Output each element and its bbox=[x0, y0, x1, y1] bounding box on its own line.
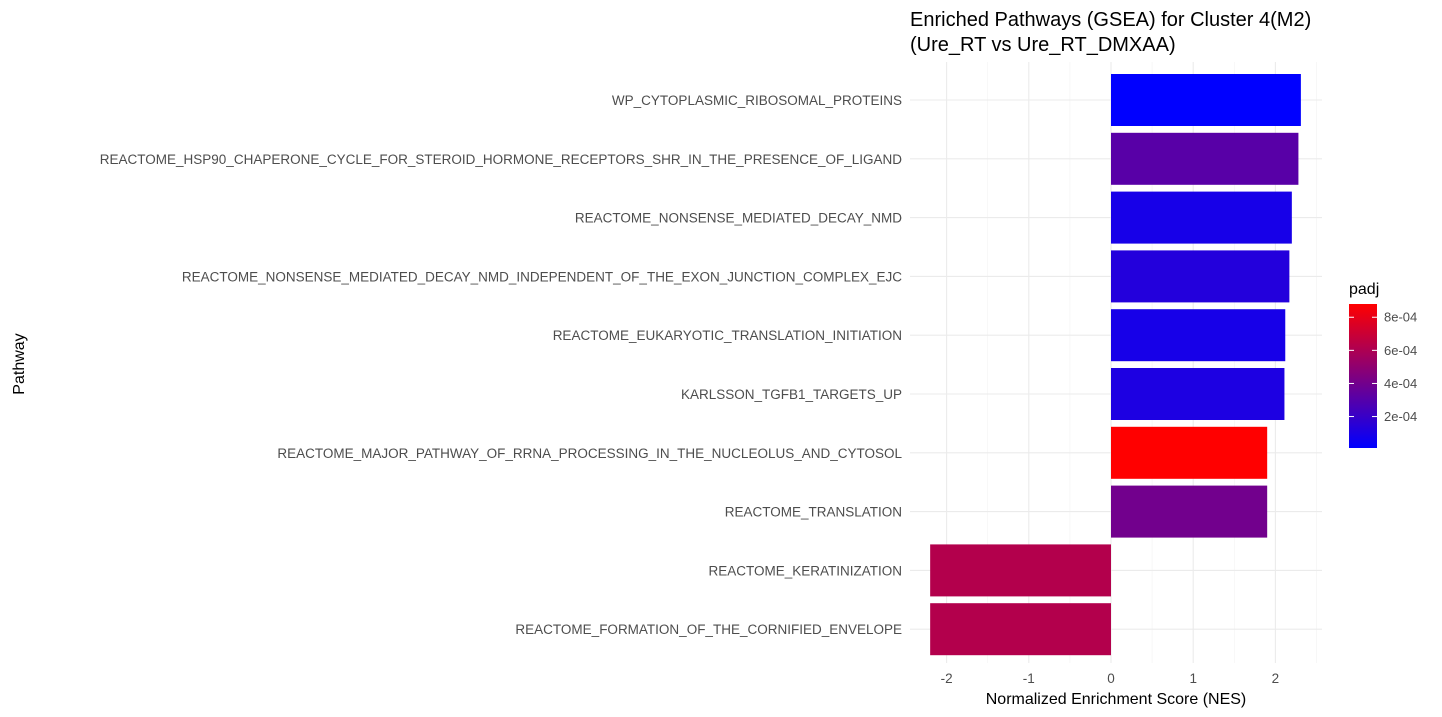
bar bbox=[1111, 426, 1268, 479]
legend-title: padj bbox=[1349, 281, 1379, 298]
bar bbox=[1111, 368, 1285, 420]
x-axis-title: Normalized Enrichment Score (NES) bbox=[986, 691, 1247, 708]
legend: padj 2e-04 4e-04 6e-04 8e-04 bbox=[1349, 281, 1417, 448]
bar bbox=[1111, 309, 1286, 362]
bar bbox=[1111, 250, 1290, 303]
x-tick-label: 1 bbox=[1189, 671, 1197, 686]
y-axis-title: Pathway bbox=[11, 333, 28, 394]
y-tick-label: REACTOME_KERATINIZATION bbox=[708, 563, 902, 578]
legend-colorbar bbox=[1349, 304, 1377, 448]
legend-tick-label: 4e-04 bbox=[1384, 376, 1417, 391]
y-tick-labels: WP_CYTOPLASMIC_RIBOSOMAL_PROTEINS REACTOM… bbox=[100, 93, 903, 637]
y-tick-label: WP_CYTOPLASMIC_RIBOSOMAL_PROTEINS bbox=[612, 93, 902, 108]
bar-layer bbox=[930, 74, 1301, 656]
x-tick-label: 0 bbox=[1107, 671, 1115, 686]
y-tick-label: KARLSSON_TGFB1_TARGETS_UP bbox=[681, 387, 902, 402]
bar bbox=[1111, 191, 1292, 244]
bar bbox=[930, 603, 1111, 656]
chart-title-line-1: Enriched Pathways (GSEA) for Cluster 4(M… bbox=[910, 9, 1311, 31]
y-tick-label: REACTOME_EUKARYOTIC_TRANSLATION_INITIATI… bbox=[553, 328, 902, 343]
y-tick-label: REACTOME_FORMATION_OF_THE_CORNIFIED_ENVE… bbox=[515, 622, 902, 637]
y-tick-label: REACTOME_NONSENSE_MEDIATED_DECAY_NMD bbox=[575, 211, 902, 226]
x-tick-label: -2 bbox=[941, 671, 953, 686]
bar bbox=[1111, 74, 1301, 126]
y-tick-label: REACTOME_TRANSLATION bbox=[725, 505, 902, 520]
x-tick-label: 2 bbox=[1272, 671, 1280, 686]
bar bbox=[1111, 485, 1268, 538]
bar bbox=[930, 544, 1111, 597]
y-tick-label: REACTOME_HSP90_CHAPERONE_CYCLE_FOR_STERO… bbox=[100, 152, 902, 167]
legend-tick-label: 8e-04 bbox=[1384, 310, 1417, 325]
y-tick-label: REACTOME_MAJOR_PATHWAY_OF_RRNA_PROCESSIN… bbox=[277, 446, 902, 461]
legend-tick-label: 6e-04 bbox=[1384, 343, 1417, 358]
x-tick-labels: -2 -1 0 1 2 bbox=[941, 671, 1280, 686]
chart-title-line-2: (Ure_RT vs Ure_RT_DMXAA) bbox=[910, 34, 1176, 56]
y-tick-label: REACTOME_NONSENSE_MEDIATED_DECAY_NMD_IND… bbox=[182, 269, 902, 284]
bar bbox=[1111, 132, 1299, 185]
legend-tick-label: 2e-04 bbox=[1384, 409, 1417, 424]
x-tick-label: -1 bbox=[1023, 671, 1035, 686]
